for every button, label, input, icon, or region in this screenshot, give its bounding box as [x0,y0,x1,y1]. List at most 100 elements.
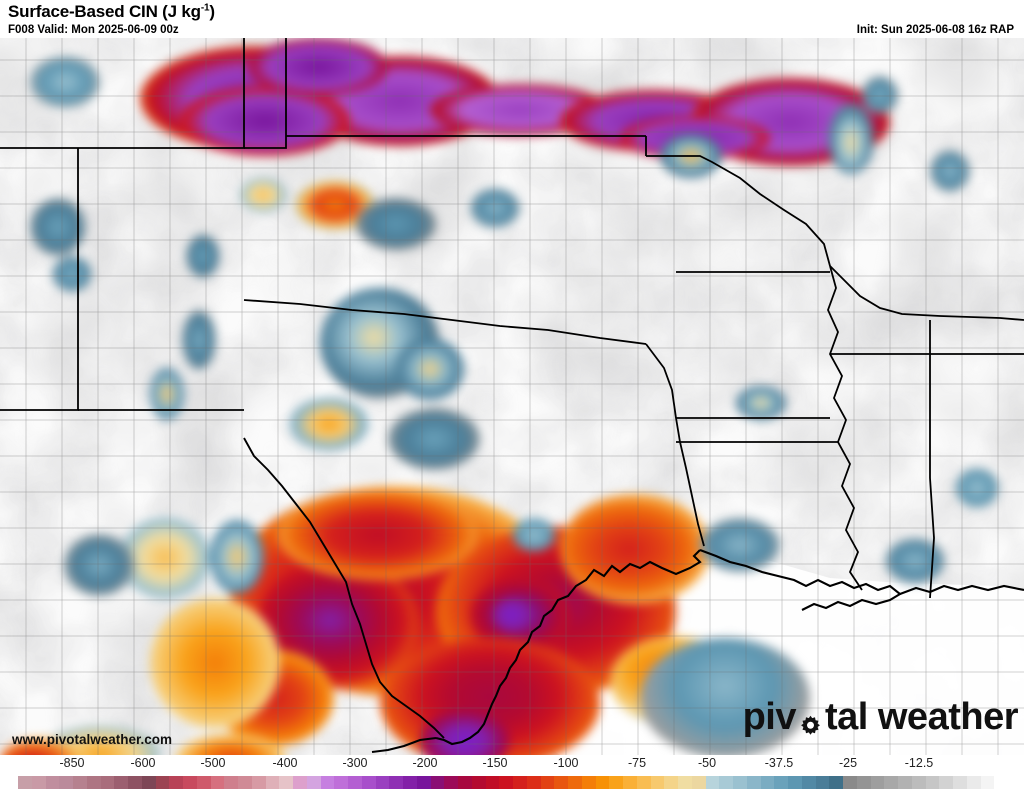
colorbar-swatch [526,776,541,789]
colorbar-swatch [691,776,706,789]
colorbar-swatch [73,776,87,789]
colorbar-swatch [100,776,115,789]
colorbar-swatch [45,776,60,789]
colorbar-swatch [609,776,623,789]
colorbar-swatch [994,776,1008,789]
colorbar-swatch [733,776,747,789]
colorbar-swatch [18,776,32,789]
colorbar-swatch [815,776,830,789]
colorbar-swatch [513,776,527,789]
colorbar-tick: -200 [412,756,438,770]
colorbar-swatch [540,776,555,789]
colorbar-swatch [458,776,472,789]
colorbar-swatch [471,776,486,789]
colorbar-gradient [18,776,1008,789]
colorbar-swatch [403,776,417,789]
colorbar-tick: -37.5 [764,756,794,770]
colorbar-swatch [650,776,665,789]
colorbar-swatch [210,776,225,789]
cin-contour-field [0,38,1024,755]
colorbar-swatch [499,776,513,789]
title-superscript: -1 [200,2,210,14]
colorbar-swatch [884,776,898,789]
brand-text-1: piv [742,696,797,738]
colorbar-swatch [953,776,967,789]
colorbar-swatch [925,776,940,789]
page-title: Surface-Based CIN (J kg-1) [8,2,215,22]
colorbar-swatch [636,776,651,789]
colorbar-tick: -25 [838,756,858,770]
title-text: Surface-Based CIN (J kg [8,2,201,21]
colorbar-swatch [870,776,885,789]
colorbar-swatch [898,776,912,789]
colorbar-swatch [224,776,238,789]
colorbar-swatch [595,776,610,789]
colorbar-swatch [306,776,321,789]
colorbar-swatch [760,776,775,789]
colorbar-swatch [678,776,692,789]
site-url-watermark: www.pivotalweather.com [12,732,173,747]
colorbar-swatch [31,776,46,789]
colorbar-swatch [705,776,720,789]
colorbar-swatch [375,776,390,789]
title-paren: ) [209,2,215,21]
colorbar-tick: -600 [130,756,156,770]
rio-grande-border [243,437,445,739]
colorbar-swatch [774,776,788,789]
colorbar-swatch [141,776,156,789]
colorbar-tick: -75 [627,756,647,770]
colorbar-swatch [155,776,170,789]
coastline [371,549,1024,754]
colorbar-swatch [59,776,73,789]
colorbar-swatch [279,776,293,789]
colorbar-swatch [719,776,733,789]
gear-icon [797,708,824,735]
colorbar-swatch [623,776,637,789]
colorbar-swatch [554,776,568,789]
county-lines [0,38,1024,755]
init-time-label: Init: Sun 2025-06-08 16z RAP [856,24,1014,36]
colorbar-swatch [86,776,101,789]
colorbar-swatch [801,776,816,789]
colorbar-swatch [114,776,128,789]
colorbar-swatch [251,776,266,789]
colorbar-swatch [485,776,500,789]
map-canvas[interactable]: www.pivotalweather.com piv tal weather [0,38,1024,755]
colorbar-swatch [416,776,431,789]
colorbar-tick: -850 [59,756,85,770]
colorbar-tick-labels: -850 -600 -500 -400 -300 -200 -150 -100 -75 -50 -3… [0,755,1024,775]
colorbar-tick: -500 [200,756,226,770]
colorbar-swatch [788,776,802,789]
colorbar-swatch [843,776,857,789]
colorbar-swatch [183,776,197,789]
colorbar-swatch [568,776,582,789]
colorbar-swatch [444,776,458,789]
colorbar-swatch [196,776,211,789]
colorbar-section: -850 -600 -500 -400 -300 -200 -150 -100 -75 -50 -3… [0,755,1024,791]
colorbar-swatch [334,776,348,789]
colorbar-swatch [430,776,445,789]
colorbar-tick: -50 [697,756,717,770]
colorbar-swatch [829,776,843,789]
colorbar-swatch [980,776,995,789]
colorbar-tick: -300 [342,756,368,770]
colorbar-tick: -400 [272,756,298,770]
colorbar-tick: -12.5 [904,756,934,770]
colorbar-tick: -100 [553,756,579,770]
colorbar-swatch [265,776,280,789]
map-header: Surface-Based CIN (J kg-1) F008 Valid: M… [0,0,1024,38]
colorbar-swatch [581,776,596,789]
colorbar-swatch [389,776,403,789]
colorbar-swatch [348,776,362,789]
geography-overlay [0,38,1024,755]
colorbar-swatch [128,776,142,789]
colorbar-swatch [361,776,376,789]
brand-text-2: tal weather [824,696,1019,738]
colorbar-swatch [169,776,183,789]
valid-time-label: F008 Valid: Mon 2025-06-09 00z [8,24,179,36]
state-borders [0,38,1024,599]
colorbar-swatch [939,776,953,789]
colorbar-tick: -150 [482,756,508,770]
colorbar-swatch [664,776,678,789]
